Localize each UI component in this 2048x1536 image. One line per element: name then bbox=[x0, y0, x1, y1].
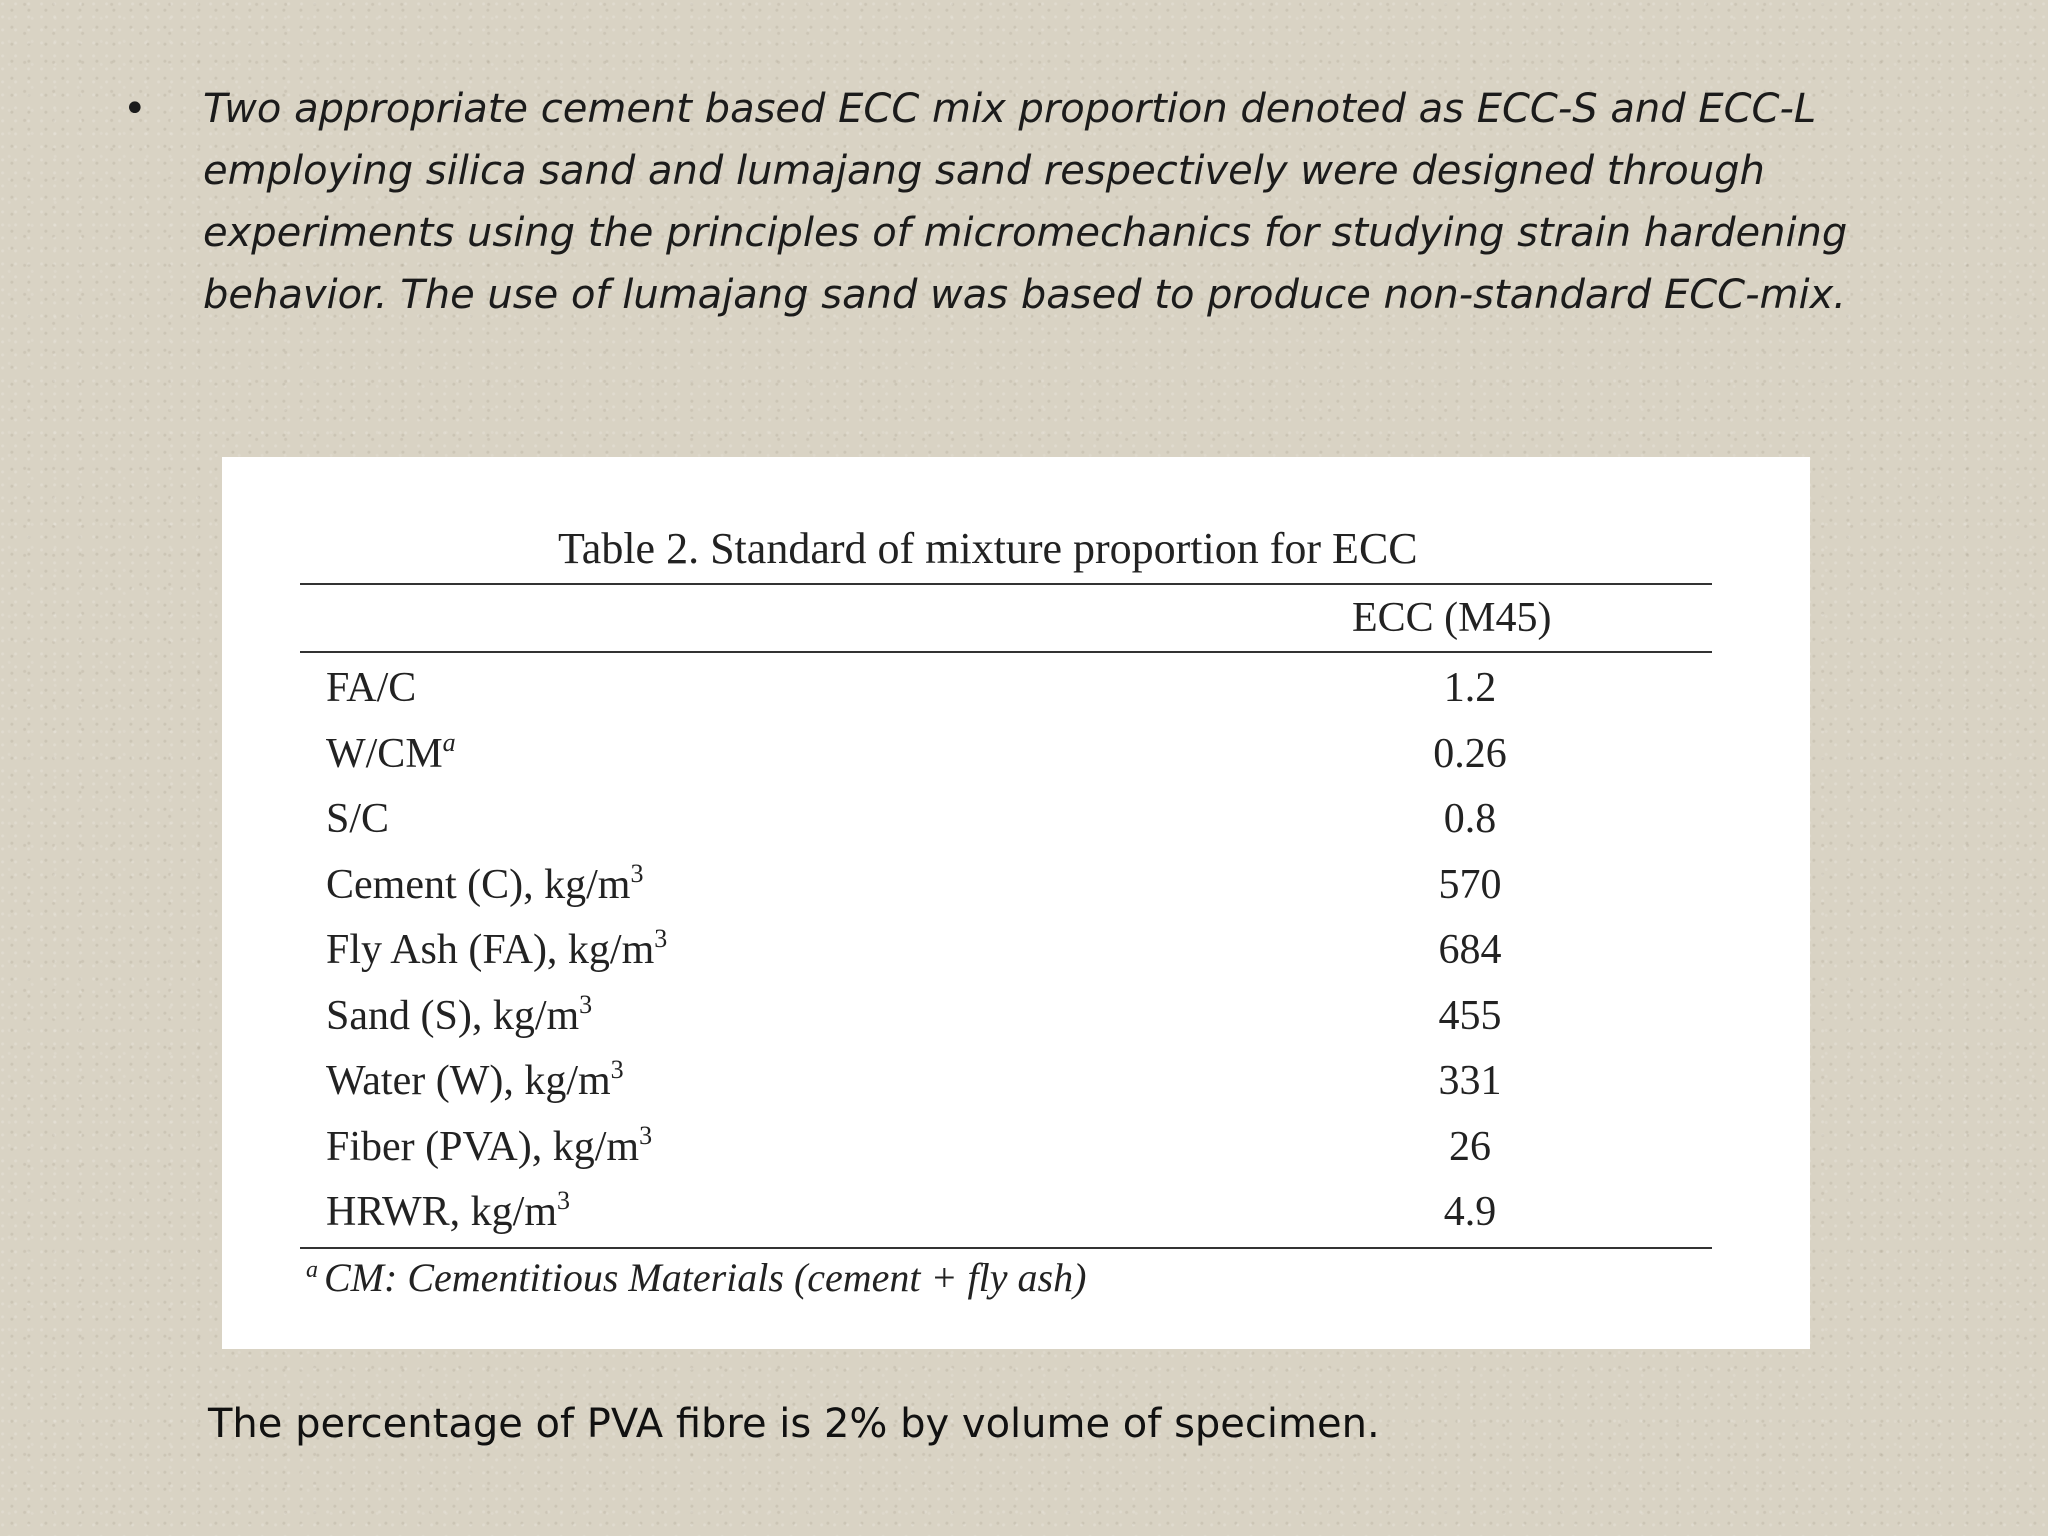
bullet-paragraph: • Two appropriate cement based ECC mix p… bbox=[120, 78, 1920, 326]
row-label: Water (W), kg/m3 bbox=[326, 1055, 624, 1105]
top-rule bbox=[300, 583, 1712, 585]
row-value: 570 bbox=[1438, 861, 1502, 908]
table-caption: Table 2. Standard of mixture proportion … bbox=[558, 524, 1418, 573]
column-header: ECC (M45) bbox=[1352, 595, 1552, 641]
table-row: Sand (S), kg/m3 455 bbox=[300, 985, 1712, 1051]
table-footnote: a CM: Cementitious Materials (cement + fl… bbox=[306, 1254, 1087, 1300]
row-label: Fiber (PVA), kg/m3 bbox=[326, 1120, 653, 1170]
row-label: FA/C bbox=[326, 665, 417, 711]
table-body: FA/C 1.2 W/CMa 0.26 S/C 0.8 Cement (C), … bbox=[300, 653, 1712, 1247]
table-row: Fiber (PVA), kg/m3 26 bbox=[300, 1116, 1712, 1182]
row-value: 0.8 bbox=[1443, 796, 1497, 842]
row-value: 684 bbox=[1438, 927, 1502, 973]
bullet-symbol: • bbox=[123, 86, 147, 132]
row-value: 0.26 bbox=[1433, 730, 1507, 777]
row-label: S/C bbox=[326, 796, 390, 842]
row-label: Fly Ash (FA), kg/m3 bbox=[326, 924, 668, 974]
row-label: Cement (C), kg/m3 bbox=[326, 858, 644, 908]
table-header-row: ECC (M45) bbox=[300, 585, 1712, 651]
row-label: HRWR, kg/m3 bbox=[326, 1186, 571, 1236]
bottom-rule bbox=[300, 1246, 1712, 1249]
table-row: HRWR, kg/m3 4.9 bbox=[300, 1181, 1712, 1247]
footer-note: The percentage of PVA fibre is 2% by vol… bbox=[208, 1401, 1380, 1447]
mixture-table: Table 2. Standard of mixture proportion … bbox=[300, 527, 1712, 1303]
row-value: 26 bbox=[1449, 1123, 1491, 1170]
header-rule bbox=[300, 651, 1712, 653]
row-value: 331 bbox=[1438, 1058, 1502, 1104]
table-row: Fly Ash (FA), kg/m3 684 bbox=[300, 919, 1712, 985]
table-image: Table 2. Standard of mixture proportion … bbox=[222, 457, 1810, 1349]
table-row: W/CMa 0.26 bbox=[300, 723, 1712, 789]
row-label: Sand (S), kg/m3 bbox=[326, 989, 593, 1039]
table-row: Water (W), kg/m3 331 bbox=[300, 1050, 1712, 1116]
row-label: W/CMa bbox=[326, 727, 456, 777]
bullet-text: Two appropriate cement based ECC mix pro… bbox=[203, 86, 1848, 318]
table-row: FA/C 1.2 bbox=[300, 657, 1712, 723]
table-row: Cement (C), kg/m3 570 bbox=[300, 854, 1712, 920]
row-value: 455 bbox=[1438, 992, 1502, 1039]
row-value: 1.2 bbox=[1443, 665, 1497, 711]
table-row: S/C 0.8 bbox=[300, 788, 1712, 854]
row-value: 4.9 bbox=[1443, 1189, 1497, 1235]
